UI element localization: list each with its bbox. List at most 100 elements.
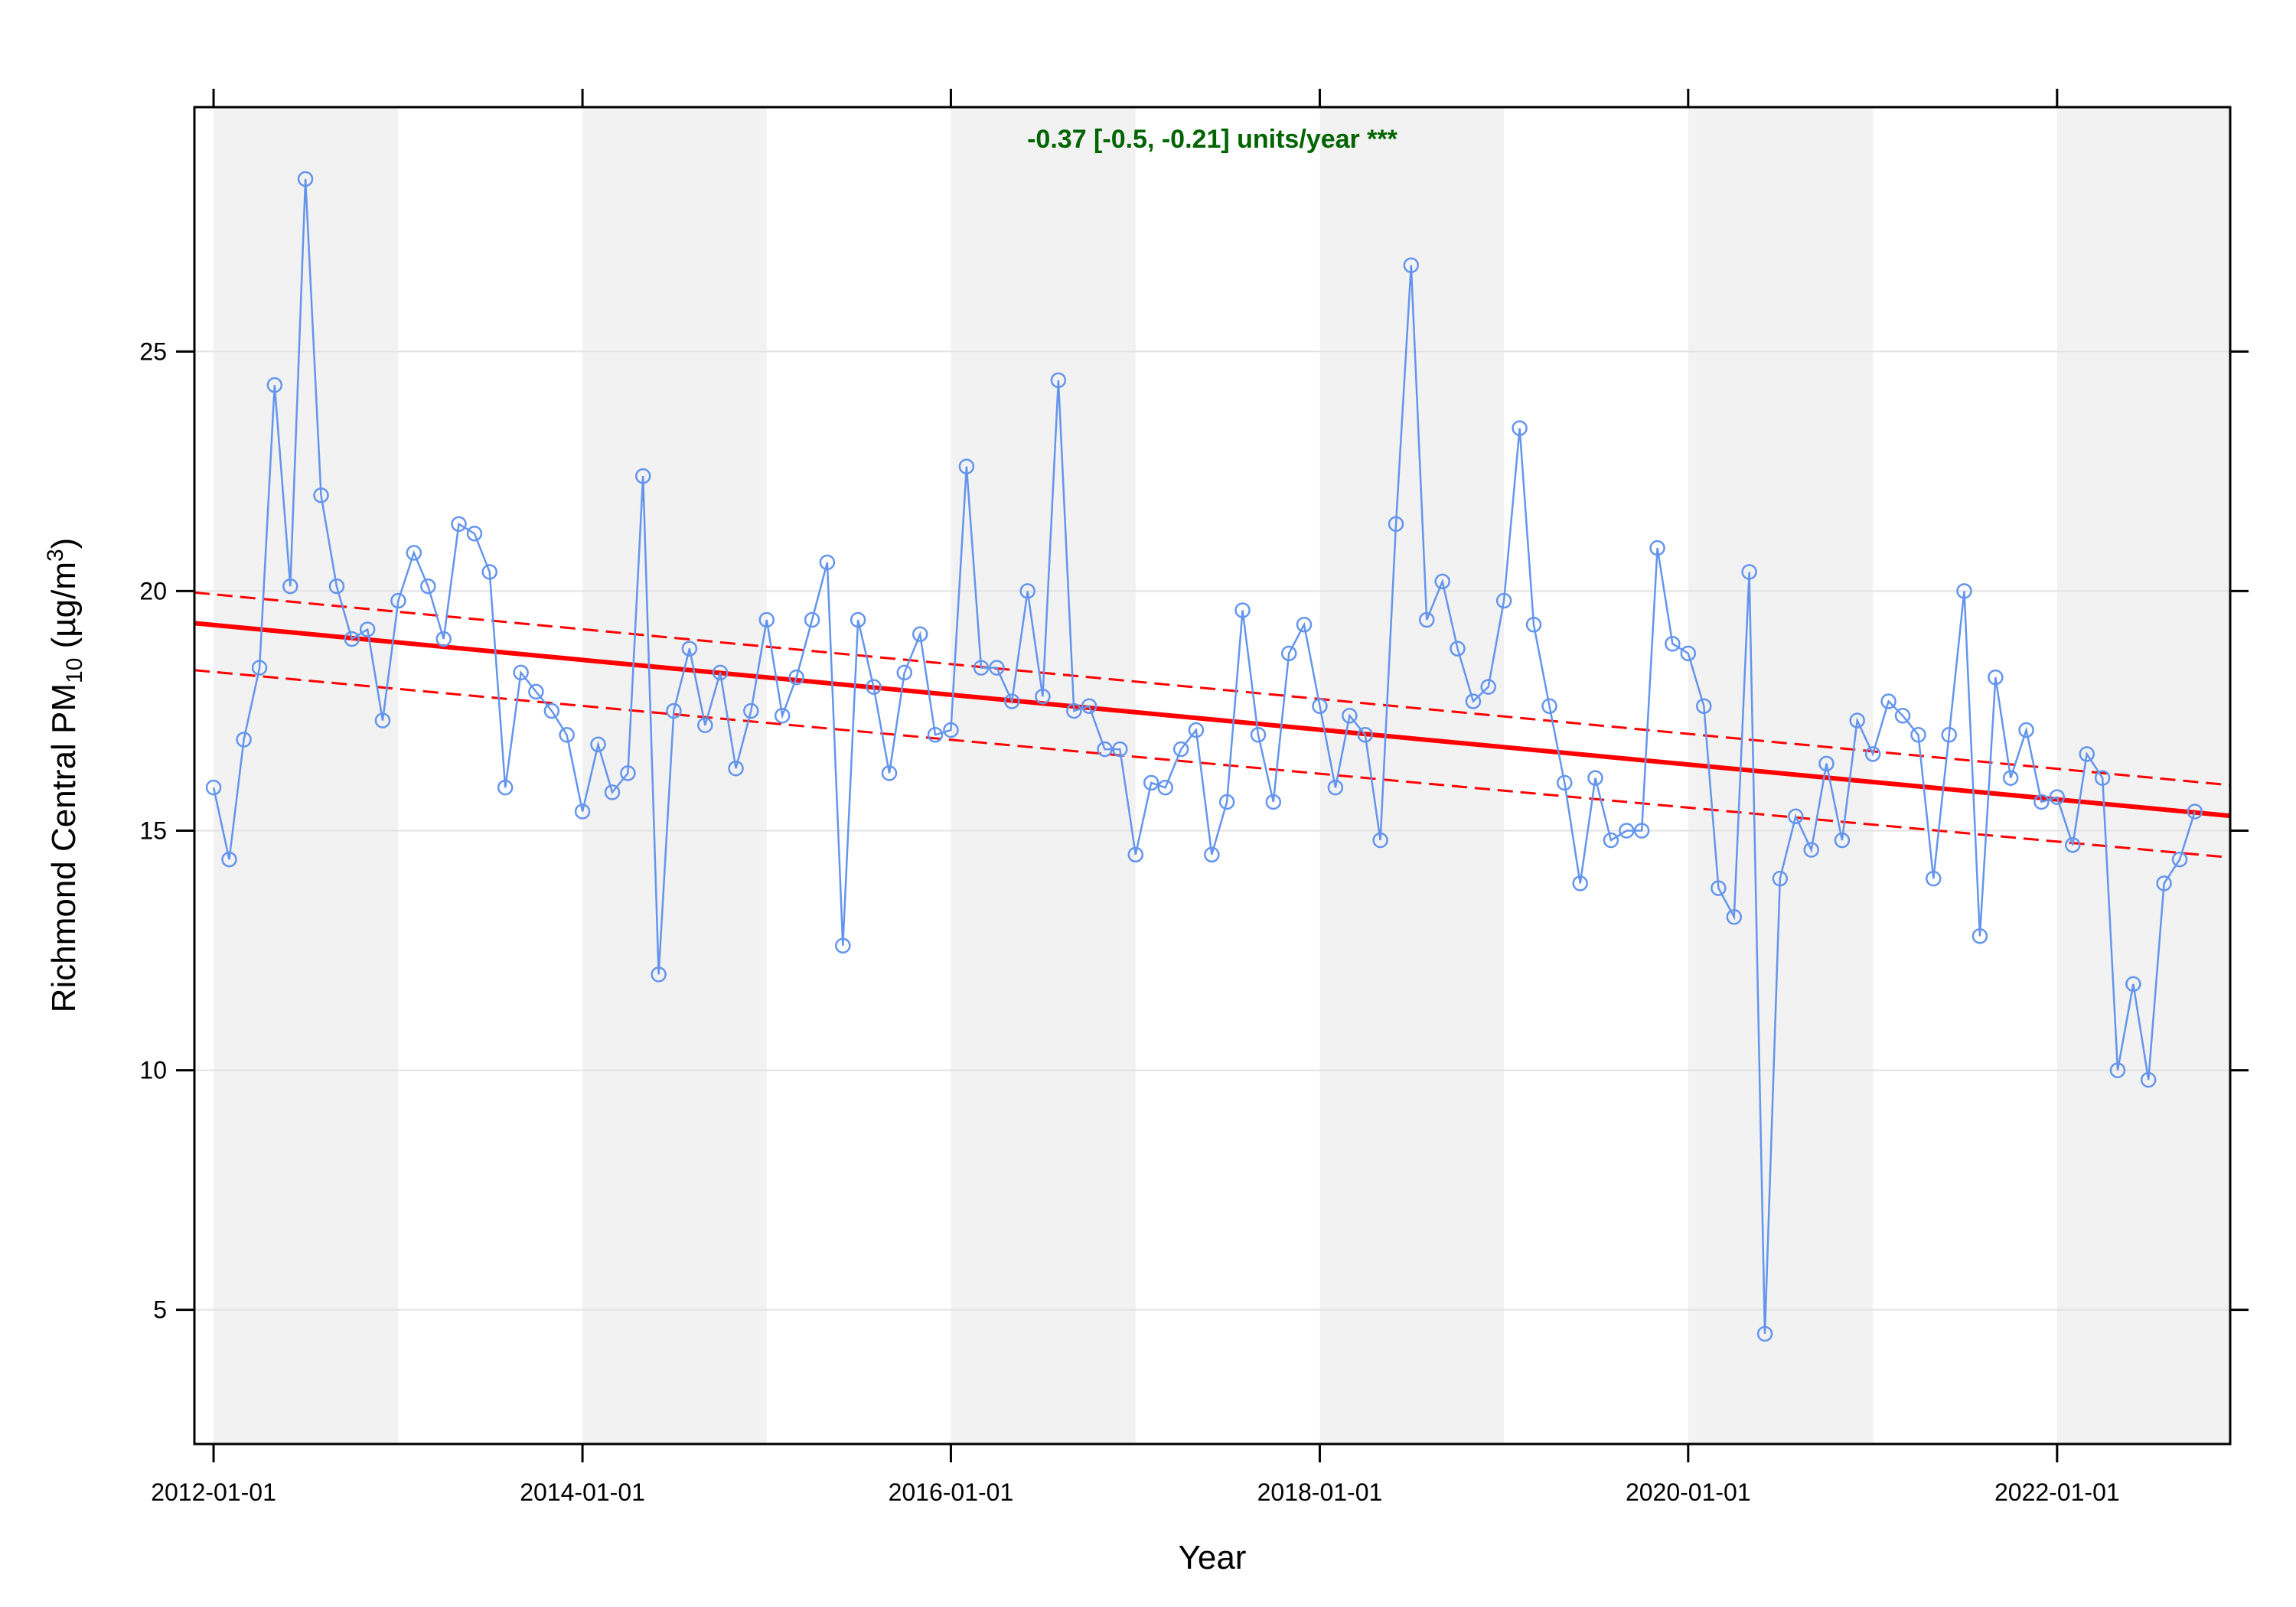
data-point <box>1480 679 1496 695</box>
data-point <box>406 545 422 561</box>
trend-lower-ci <box>194 669 2231 859</box>
data-point <box>374 712 391 729</box>
data-point <box>1880 693 1896 709</box>
data-point <box>1312 698 1328 714</box>
data-point <box>251 660 268 676</box>
data-point <box>881 765 898 781</box>
data-point <box>1280 645 1297 662</box>
data-point <box>1512 420 1528 436</box>
data-point <box>1112 741 1128 758</box>
data-point <box>1619 823 1635 839</box>
data-point <box>2033 794 2050 810</box>
data-point <box>788 669 804 686</box>
data-point <box>451 516 467 533</box>
data-point <box>1849 712 1865 729</box>
data-point <box>1726 908 1743 925</box>
data-point <box>1756 1325 1773 1342</box>
data-point <box>896 664 913 681</box>
data-point <box>2125 976 2141 993</box>
data-point <box>1218 794 1235 810</box>
data-point <box>819 554 836 571</box>
data-point <box>1403 257 1420 273</box>
data-point <box>344 631 360 647</box>
data-point <box>1372 832 1388 849</box>
data-point <box>221 851 237 868</box>
y-axis-title: Richmond Central PM10 (µg/m3) <box>43 538 87 1013</box>
data-point <box>1572 875 1588 892</box>
data-point <box>943 722 959 738</box>
gridlines <box>194 350 2230 1311</box>
data-point <box>266 376 283 393</box>
data-point <box>1696 698 1712 714</box>
data-point <box>1834 832 1851 849</box>
data-point <box>1803 842 1819 858</box>
x-tick-label: 2014-01-01 <box>520 1478 645 1506</box>
data-point <box>774 707 791 724</box>
y-axis-ticks: 5 10 15 20 25 <box>139 337 2249 1324</box>
data-point <box>435 631 452 647</box>
data-point <box>1541 698 1557 714</box>
data-point <box>1097 741 1113 758</box>
data-point <box>912 626 928 643</box>
data-point <box>2018 722 2034 738</box>
data-point <box>1450 641 1466 657</box>
data-point <box>1665 636 1681 652</box>
x-tick-label: 2020-01-01 <box>1626 1478 1751 1506</box>
data-point <box>528 683 544 700</box>
trend-upper-ci <box>194 591 2231 787</box>
data-point <box>1988 669 2004 686</box>
x-tick-label: 2012-01-01 <box>151 1478 276 1506</box>
data-point <box>1525 617 1542 633</box>
data-point <box>1465 693 1482 709</box>
x-axis-ticks: 2012-01-01 2014-01-01 2016-01-01 2018-01-01… <box>151 89 2120 1506</box>
data-point <box>1971 928 1988 944</box>
data-point <box>2140 1071 2157 1088</box>
data-point <box>1003 693 1020 709</box>
data-point <box>1956 583 1972 599</box>
data-point <box>1388 516 1404 533</box>
data-point <box>497 779 514 796</box>
data-point <box>1050 372 1067 389</box>
data-point <box>1081 698 1097 714</box>
data-point <box>1035 688 1051 705</box>
data-point <box>574 804 591 820</box>
series-line <box>212 178 2196 1335</box>
x-tick-label: 2018-01-01 <box>1257 1478 1383 1506</box>
data-point <box>359 621 376 637</box>
data-point <box>2109 1062 2126 1078</box>
year-bands <box>214 107 2230 1444</box>
data-point <box>1143 774 1159 791</box>
data-point <box>835 937 851 954</box>
trend-lines <box>194 591 2231 859</box>
data-point <box>1633 823 1650 839</box>
data-point <box>728 760 744 777</box>
data-point <box>697 717 713 734</box>
data-point <box>313 487 329 504</box>
year-band-2016 <box>951 107 1136 1444</box>
data-point <box>420 578 436 595</box>
data-point <box>2094 770 2111 786</box>
data-point <box>2049 789 2066 805</box>
data-point <box>1157 779 1173 796</box>
data-point <box>666 702 682 719</box>
data-point <box>958 458 975 474</box>
data-point <box>559 727 575 743</box>
x-tick-label: 2016-01-01 <box>889 1478 1014 1506</box>
data-point <box>1434 573 1450 590</box>
data-point <box>1818 755 1835 772</box>
plot-frame <box>193 106 2232 1446</box>
y-tick-label: 10 <box>139 1057 167 1084</box>
y-tick-label: 15 <box>139 817 167 845</box>
data-point <box>604 784 621 800</box>
data-series <box>205 171 2203 1342</box>
data-point <box>712 664 729 681</box>
year-band-2014 <box>582 107 767 1444</box>
data-point <box>927 727 944 743</box>
data-point <box>973 660 990 676</box>
data-point <box>1711 880 1727 896</box>
data-point <box>1418 611 1435 628</box>
data-point <box>2079 746 2095 762</box>
data-point <box>1127 846 1144 863</box>
data-point <box>1172 741 1189 758</box>
